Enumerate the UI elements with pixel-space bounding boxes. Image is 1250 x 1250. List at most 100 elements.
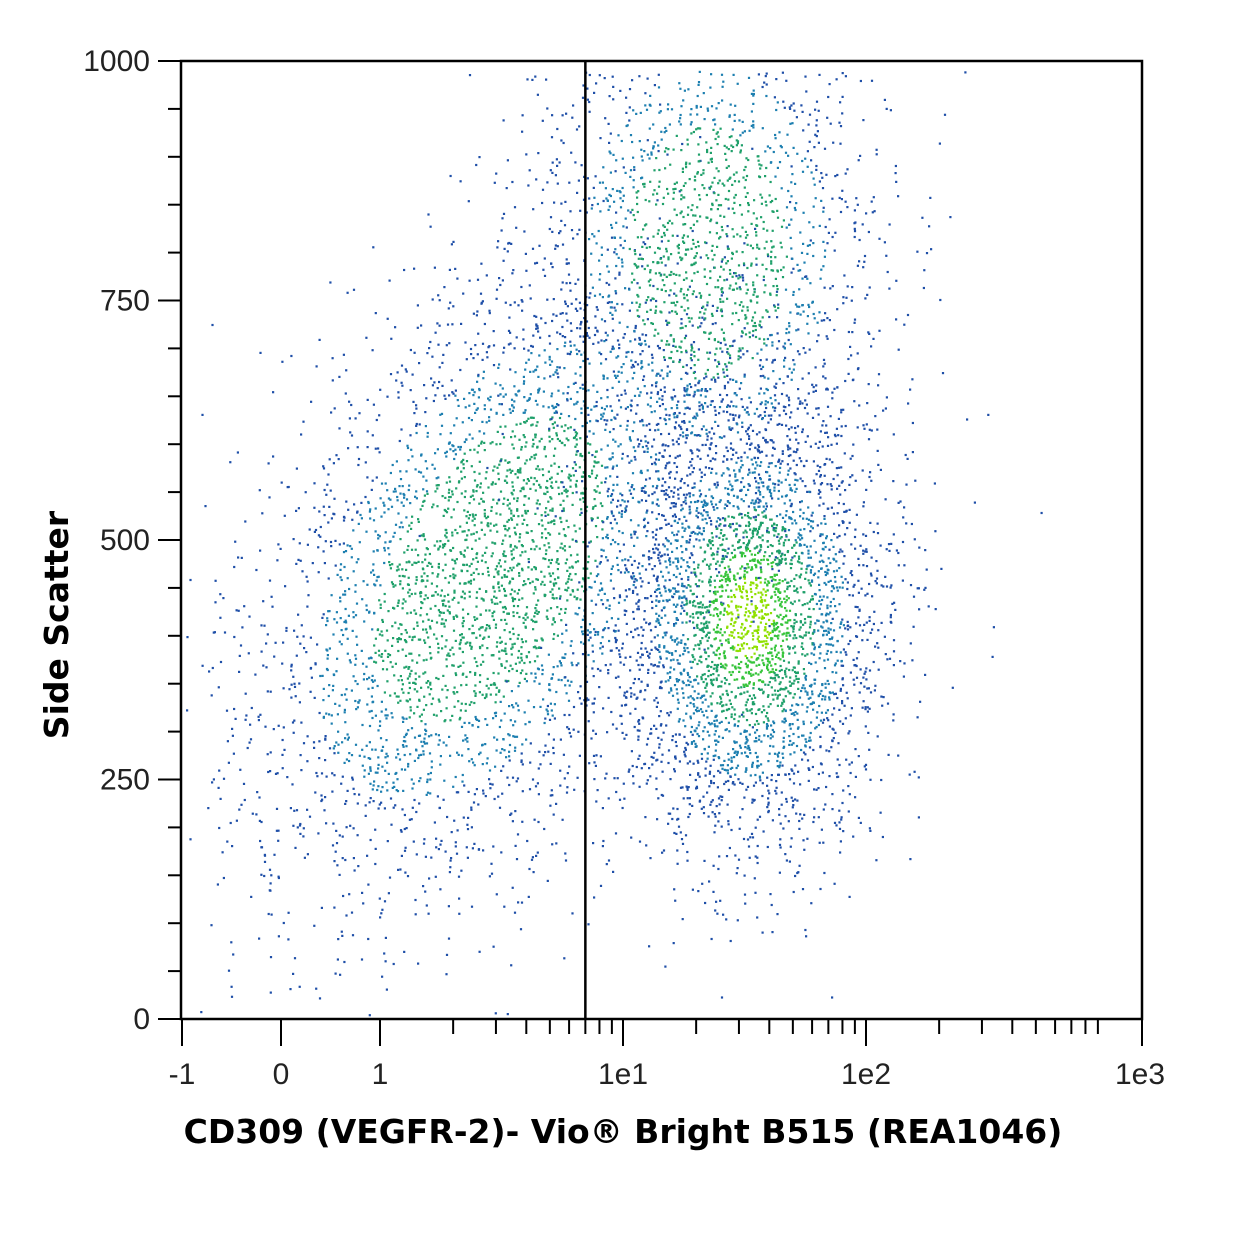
event-point: [776, 557, 779, 560]
event-point: [683, 642, 687, 646]
event-point: [460, 460, 464, 463]
event-point: [768, 462, 771, 465]
event-point: [618, 273, 621, 276]
event-point: [754, 645, 757, 648]
event-point: [524, 550, 527, 553]
event-point: [482, 660, 485, 663]
event-point: [383, 546, 386, 550]
event-point: [522, 479, 525, 482]
event-point: [293, 685, 297, 688]
event-point: [441, 361, 444, 364]
event-point: [284, 585, 287, 588]
event-point: [345, 627, 348, 630]
event-point: [531, 423, 534, 426]
event-point: [372, 800, 375, 803]
event-point: [549, 521, 552, 524]
event-point: [641, 565, 644, 568]
event-point: [474, 684, 477, 687]
event-point: [767, 760, 770, 763]
event-point: [244, 718, 247, 721]
event-point: [523, 503, 526, 506]
event-point: [527, 566, 530, 569]
event-point: [592, 342, 595, 345]
event-point: [731, 485, 734, 488]
event-point: [649, 775, 652, 778]
event-point: [214, 601, 217, 604]
event-point: [372, 246, 375, 249]
event-point: [771, 568, 774, 571]
event-point: [495, 523, 498, 526]
event-point: [578, 606, 581, 610]
event-point: [589, 420, 592, 423]
event-point: [718, 362, 721, 365]
event-point: [450, 857, 453, 860]
event-point: [490, 509, 493, 512]
event-point: [761, 593, 764, 596]
event-point: [644, 485, 647, 488]
event-point: [844, 627, 847, 630]
event-point: [355, 635, 358, 638]
event-point: [366, 583, 369, 586]
event-point: [255, 813, 258, 816]
event-point: [716, 590, 719, 593]
event-point: [448, 342, 451, 345]
event-point: [555, 432, 558, 435]
event-point: [421, 567, 424, 570]
event-point: [482, 792, 485, 795]
event-point: [534, 586, 537, 589]
event-point: [809, 739, 812, 742]
event-point: [831, 636, 834, 639]
event-point: [731, 515, 734, 519]
event-point: [721, 554, 724, 558]
event-point: [766, 540, 769, 543]
event-point: [516, 497, 519, 500]
event-point: [567, 476, 570, 479]
event-point: [398, 485, 401, 488]
event-point: [519, 672, 522, 675]
event-point: [754, 855, 757, 858]
event-point: [448, 611, 451, 614]
event-point: [729, 702, 732, 705]
event-point: [761, 794, 764, 798]
event-point: [523, 396, 526, 399]
event-point: [521, 567, 524, 570]
event-point: [415, 407, 418, 410]
event-point: [875, 577, 879, 580]
event-point: [716, 725, 719, 728]
event-point: [569, 554, 573, 557]
event-point: [374, 507, 377, 510]
event-point: [788, 438, 792, 441]
event-point: [659, 681, 662, 684]
event-point: [731, 427, 734, 430]
event-point: [448, 871, 451, 874]
event-point: [216, 883, 219, 886]
event-point: [402, 691, 405, 694]
event-point: [664, 264, 667, 267]
event-point: [398, 758, 402, 761]
event-point: [459, 634, 462, 637]
event-point: [403, 575, 406, 578]
event-point: [566, 599, 569, 602]
event-point: [459, 641, 462, 644]
event-point: [548, 546, 551, 549]
event-point: [809, 545, 812, 548]
event-point: [484, 718, 487, 721]
event-point: [676, 262, 679, 265]
event-point: [369, 766, 372, 769]
event-point: [829, 611, 832, 614]
event-point: [518, 563, 521, 566]
event-point: [656, 617, 659, 620]
event-point: [291, 721, 295, 724]
event-point: [620, 515, 623, 518]
event-point: [324, 759, 327, 762]
event-point: [451, 323, 454, 326]
event-point: [657, 477, 660, 480]
event-point: [525, 459, 528, 462]
event-point: [521, 545, 524, 548]
event-point: [424, 594, 427, 597]
event-point: [454, 841, 457, 844]
event-point: [761, 534, 764, 537]
event-point: [663, 390, 666, 393]
event-point: [772, 578, 775, 581]
event-point: [426, 778, 429, 781]
